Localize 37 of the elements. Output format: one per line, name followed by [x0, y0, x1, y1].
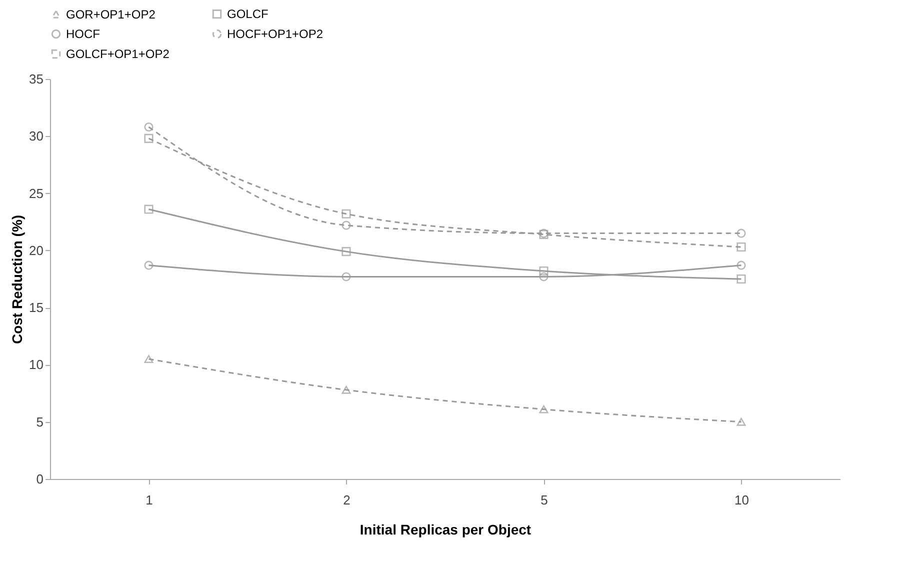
point: [144, 260, 154, 270]
point: [736, 242, 746, 252]
y-tick-label: 10: [29, 357, 44, 372]
point: [539, 272, 548, 282]
point: [736, 274, 746, 284]
y-tick-label: 15: [29, 300, 44, 316]
y-tick-label: 35: [29, 72, 44, 86]
legend-label: GOLCF+OP1+OP2: [66, 47, 170, 61]
legend-label: GOR+OP1+OP2: [66, 7, 156, 22]
point: [539, 266, 548, 276]
legend-label: HOCF+OP1+OP2: [227, 27, 324, 41]
legend-label: GOLCF: [227, 7, 268, 22]
point: [144, 122, 154, 132]
x-axis-title: Initial Replicas per Object: [360, 522, 532, 538]
point: [736, 228, 746, 238]
point: [539, 405, 548, 414]
point: [342, 247, 351, 256]
point: [342, 386, 351, 394]
y-tick-label: 25: [29, 186, 44, 201]
x-tick-label: 1: [146, 492, 153, 508]
point: [144, 204, 154, 214]
x-tick-label: 10: [734, 492, 749, 508]
point: [144, 134, 154, 143]
point: [342, 272, 351, 282]
point: [736, 260, 746, 270]
y-tick-label: 30: [29, 128, 44, 144]
y-tick-label: 5: [36, 414, 44, 430]
y-axis-title: Cost Reduction (%): [9, 214, 26, 344]
x-tick-label: 2: [343, 492, 350, 508]
y-tick-label: 0: [36, 472, 44, 486]
x-tick-label: 5: [540, 492, 548, 508]
y-tick-label: 20: [29, 242, 44, 258]
legend-label: HOCF: [66, 27, 100, 41]
point: [144, 354, 154, 364]
point: [736, 418, 746, 426]
point: [342, 220, 351, 230]
point: [342, 209, 351, 218]
